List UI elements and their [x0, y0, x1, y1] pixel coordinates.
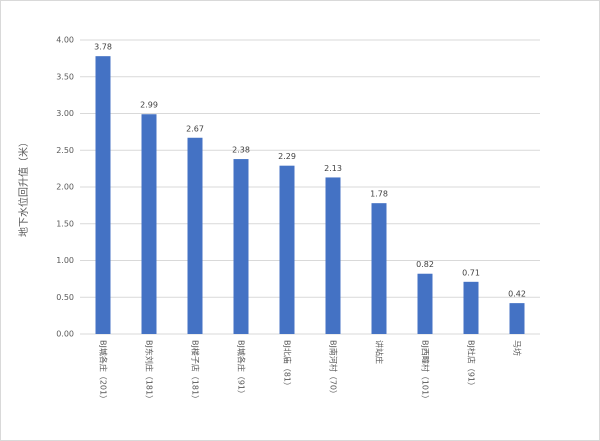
y-tick-label: 0.00 [56, 330, 74, 339]
bar [463, 281, 479, 334]
bar [233, 159, 249, 334]
data-label: 2.38 [232, 146, 250, 155]
y-tick-label: 3.50 [56, 72, 74, 81]
data-label: 2.29 [278, 152, 296, 161]
bar [371, 203, 387, 334]
y-tick-label: 2.00 [56, 183, 74, 192]
bar [187, 137, 203, 334]
data-label: 2.67 [186, 124, 204, 133]
y-tick-label: 1.00 [56, 256, 74, 265]
x-tick-label: BJ城各庄（201） [99, 340, 109, 403]
x-tick-label: 马坊 [513, 340, 523, 356]
x-tick-label: BJ南河村（70） [329, 340, 339, 398]
x-tick-label: BJ楼子店（181） [191, 340, 201, 403]
x-tick-label: BJ北庙（81） [283, 340, 293, 390]
bar [141, 114, 157, 334]
y-tick-label: 4.00 [56, 36, 74, 45]
y-tick-label: 2.50 [56, 146, 74, 155]
x-tick-label: BJ西疃村（101） [421, 340, 431, 403]
bar [417, 273, 433, 334]
bar [325, 177, 341, 334]
bar [279, 165, 295, 334]
x-tick-label: 讲站庄 [375, 340, 385, 364]
data-label: 1.78 [370, 190, 388, 199]
data-label: 0.71 [462, 268, 480, 277]
x-tick-label: BJ城各庄（91） [237, 340, 247, 398]
data-label: 2.13 [324, 164, 342, 173]
data-label: 2.99 [140, 101, 158, 110]
x-tick-label: BJ杜店（91） [467, 340, 477, 390]
data-label: 0.82 [416, 260, 434, 269]
data-label: 0.42 [508, 290, 526, 299]
y-tick-label: 0.50 [56, 293, 74, 302]
y-tick-label: 3.00 [56, 109, 74, 118]
y-axis-title: 地下水位回升值（米） [17, 137, 30, 237]
y-tick-label: 1.50 [56, 219, 74, 228]
x-tick-label: BJ东刘庄（181） [145, 340, 155, 403]
bar [95, 56, 111, 335]
bar [509, 303, 525, 334]
data-label: 3.78 [94, 43, 112, 52]
